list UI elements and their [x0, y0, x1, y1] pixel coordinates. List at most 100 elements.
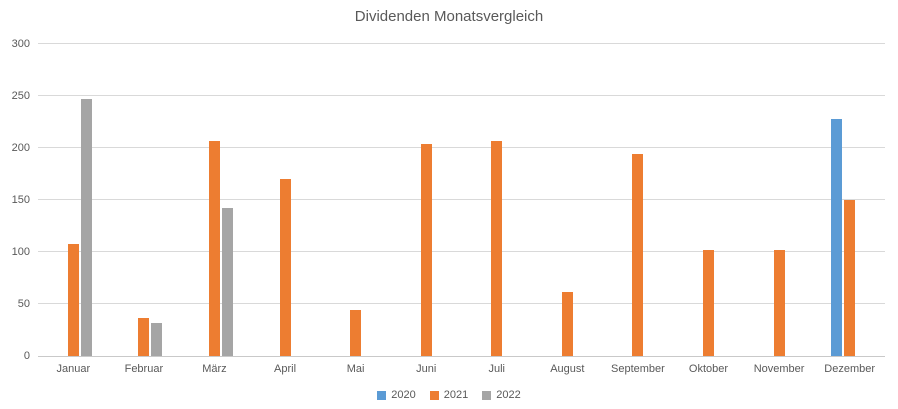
bar-group-januar [38, 44, 109, 356]
bar-slot-2020-august [549, 44, 560, 356]
bar-group-oktober [673, 44, 744, 356]
bar-slot-2021-juni [420, 44, 432, 356]
bar-2022-januar[interactable] [80, 99, 92, 356]
bar-2022-februar[interactable] [151, 322, 163, 356]
bar-groups [38, 44, 885, 356]
bar-slot-2022-mai [363, 44, 374, 356]
bar-2021-oktober[interactable] [702, 249, 714, 356]
bar-2021-januar[interactable] [67, 243, 79, 356]
gridline-0 [38, 356, 885, 357]
bar-2021-september[interactable] [632, 154, 644, 356]
bar-slot-2020-april [267, 44, 278, 356]
legend-label-2022: 2022 [496, 389, 521, 401]
bar-2021-februar[interactable] [138, 317, 150, 356]
bar-slot-2020-januar [55, 44, 66, 356]
bar-2021-juli[interactable] [491, 140, 503, 356]
bar-group-dezember [814, 44, 885, 356]
bar-slot-2022-januar [80, 44, 92, 356]
bar-slot-2021-dezember [844, 44, 856, 356]
legend-swatch-2021 [429, 390, 439, 400]
gridline-50 [38, 303, 885, 304]
bar-slot-2020-dezember [831, 44, 843, 356]
bar-slot-2020-juni [408, 44, 419, 356]
legend-item-2021[interactable]: 2021 [429, 389, 469, 401]
bar-group-februar [109, 44, 180, 356]
bar-slot-2020-november [761, 44, 772, 356]
y-axis: 0 50 100 150 200 250 300 [0, 38, 30, 362]
x-axis: Januar Februar März April Mai Juni Juli August S… [38, 363, 885, 375]
x-tick-label-märz: März [202, 363, 227, 375]
x-tick-label-februar: Februar [124, 363, 164, 375]
bar-2021-august[interactable] [561, 291, 573, 356]
bar-slot-2020-september [619, 44, 630, 356]
bar-slot-2020-märz [196, 44, 207, 356]
legend-label-2021: 2021 [443, 389, 469, 401]
bar-group-august [532, 44, 603, 356]
bar-2020-dezember[interactable] [831, 118, 843, 356]
bar-2021-juni[interactable] [420, 143, 432, 356]
legend-item-2022[interactable]: 2022 [482, 389, 521, 401]
gridline-250 [38, 95, 885, 96]
bar-slot-2022-juni [434, 44, 445, 356]
y-tick-label-150: 150 [11, 194, 30, 206]
y-tick-label-100: 100 [11, 246, 30, 258]
gridline-300 [38, 43, 885, 44]
bar-group-mai [320, 44, 391, 356]
y-tick-label-50: 50 [17, 298, 30, 310]
bar-slot-2021-november [773, 44, 785, 356]
bar-slot-2021-september [632, 44, 644, 356]
bar-2021-mai[interactable] [350, 310, 362, 356]
x-tick-label-dezember: Dezember [824, 363, 876, 375]
bar-slot-2020-februar [125, 44, 136, 356]
x-tick-label-august: August [550, 363, 585, 375]
bar-2021-april[interactable] [279, 179, 291, 356]
x-tick-label-november: November [753, 363, 805, 375]
bar-group-juli [461, 44, 532, 356]
bar-slot-2020-oktober [690, 44, 701, 356]
gridline-150 [38, 199, 885, 200]
gridline-200 [38, 147, 885, 148]
bar-slot-2022-februar [151, 44, 163, 356]
bar-2021-november[interactable] [773, 249, 785, 356]
bar-slot-2022-september [645, 44, 656, 356]
bar-slot-2022-oktober [716, 44, 727, 356]
y-tick-label-0: 0 [23, 350, 30, 362]
bar-slot-2021-mai [350, 44, 362, 356]
legend-item-2020[interactable]: 2020 [377, 389, 416, 401]
bar-slot-2020-juli [478, 44, 489, 356]
bar-slot-2021-juli [491, 44, 503, 356]
plot-area [38, 43, 885, 357]
chart-title: Dividenden Monatsvergleich [354, 8, 544, 25]
legend-label-2020: 2020 [391, 389, 416, 401]
bar-2022-märz[interactable] [221, 208, 233, 356]
bar-slot-2022-november [787, 44, 798, 356]
bar-slot-2022-august [575, 44, 586, 356]
gridline-100 [38, 251, 885, 252]
x-tick-label-januar: Januar [56, 363, 91, 375]
bar-group-märz [179, 44, 250, 356]
bar-slot-2022-april [293, 44, 304, 356]
bar-slot-2021-januar [67, 44, 79, 356]
bar-slot-2021-april [279, 44, 291, 356]
x-tick-label-juli: Juli [488, 363, 506, 375]
bar-slot-2021-februar [138, 44, 150, 356]
x-tick-label-oktober: Oktober [688, 363, 729, 375]
legend-swatch-2022 [482, 390, 492, 400]
bar-2021-dezember[interactable] [844, 200, 856, 356]
bar-group-juni [391, 44, 462, 356]
bar-slot-2020-mai [337, 44, 348, 356]
y-tick-label-300: 300 [11, 38, 30, 50]
x-tick-label-mai: Mai [346, 363, 365, 375]
bar-slot-2022-märz [221, 44, 233, 356]
legend-swatch-2020 [377, 390, 387, 400]
bar-slot-2021-oktober [702, 44, 714, 356]
y-tick-label-200: 200 [11, 142, 30, 154]
x-tick-label-juni: Juni [416, 363, 437, 375]
bar-slot-2022-dezember [857, 44, 868, 356]
bar-2021-märz[interactable] [208, 140, 220, 356]
bar-slot-2021-märz [208, 44, 220, 356]
bar-slot-2021-august [561, 44, 573, 356]
x-tick-label-april: April [274, 363, 297, 375]
legend: 2020 2021 2022 [0, 389, 898, 401]
bar-slot-2022-juli [504, 44, 515, 356]
